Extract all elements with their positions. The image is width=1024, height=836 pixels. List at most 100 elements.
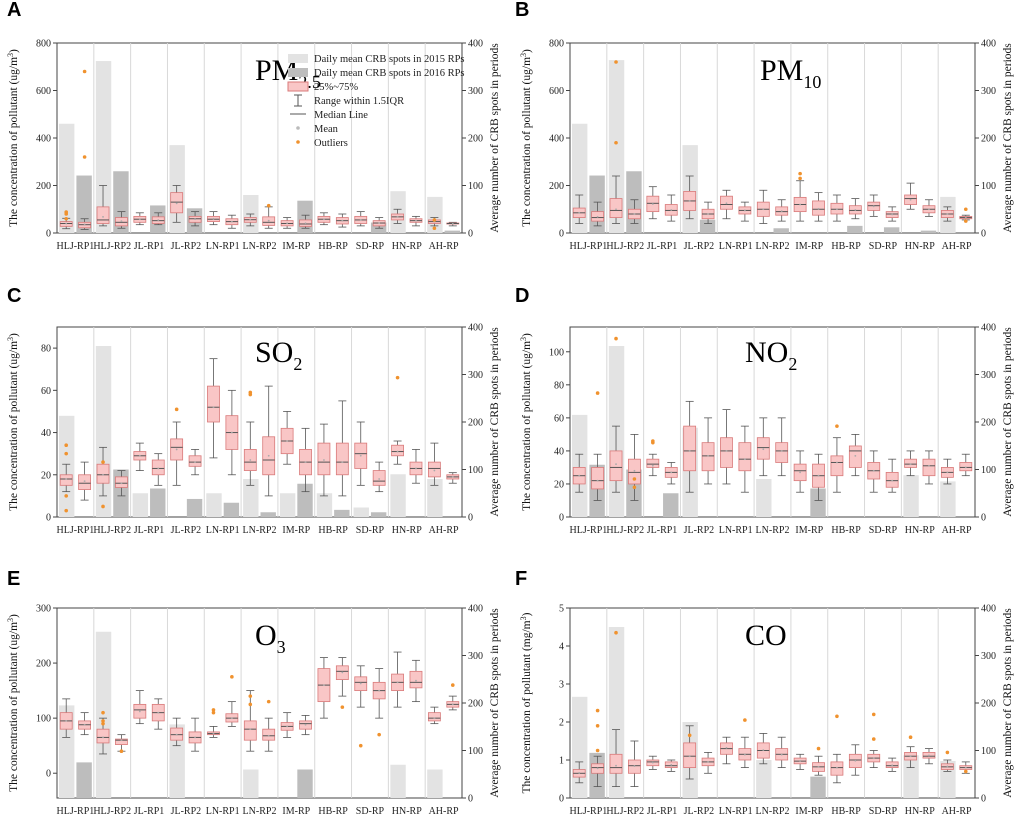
right-axis-label: Average number of CRB spots in periods [1002,327,1014,517]
mean-marker [194,218,196,221]
mean-marker [688,755,691,758]
x-tick-label: IM-RP [282,525,310,536]
right-tick-label: 0 [468,513,473,524]
right-axis-label: Average number of CRB spots in periods [1002,608,1014,798]
mean-marker [194,736,196,739]
right-tick-label: 400 [981,39,996,50]
mean-marker [323,684,325,687]
right-tick-label: 400 [468,604,483,615]
outlier-point [798,171,802,176]
mean-marker [433,717,436,720]
bar-2016 [699,219,716,233]
box-iqr [591,467,605,490]
pollutant-title: SO2 [255,336,302,374]
x-tick-label: HLJ-RP1 [57,525,95,536]
bar-2016 [334,509,350,517]
mean-marker [212,406,215,409]
outlier-point [101,721,105,726]
mean-marker [396,450,399,453]
mean-marker [267,454,270,457]
outlier-point [266,203,271,208]
mean-marker [286,222,289,225]
legend-label: Daily mean CRB spots in 2016 RPs [314,68,465,79]
outlier-point [595,391,600,395]
panel-letter: F [515,568,527,590]
mean-marker [743,753,746,756]
box-iqr [115,738,128,745]
bar-2015 [427,196,443,233]
outlier-point [871,712,876,717]
bar-2015 [169,724,185,798]
mean-marker [83,223,86,226]
y-tick-label: 60 [554,413,564,424]
mean-marker [946,471,949,474]
x-tick-label: HN-RP [905,241,935,252]
bar-2015 [169,145,185,233]
mean-marker [102,215,104,218]
bar-2016 [223,502,240,517]
outlier-point [64,451,69,456]
mean-marker [615,463,617,466]
bar-2016 [883,227,900,233]
mean-marker [780,450,783,452]
mean-marker [909,198,912,201]
right-tick-label: 200 [468,418,483,429]
bar-2015 [572,414,588,517]
mean-marker [725,746,728,749]
x-tick-label: HLJ-RP2 [606,806,644,817]
legend-label: Mean [314,124,339,135]
mean-marker [341,219,344,222]
outlier-point [614,140,618,145]
x-tick-label: IM-RP [795,525,823,536]
x-tick-label: SD-RP [869,525,898,536]
x-tick-label: LN-RP1 [719,241,753,252]
x-tick-label: JL-RP1 [134,525,165,536]
mean-marker [854,759,857,762]
right-tick-label: 300 [468,86,483,97]
x-tick-label: LN-RP2 [243,806,277,817]
panel-D: D 0 20 40 60 80 100 0 100 200 300 400 HLJ-RP1 HLJ-RP2… [515,285,1014,536]
y-tick-label: 0 [559,513,564,524]
x-tick-label: LN-RP1 [719,806,753,817]
x-tick-label: LN-RP1 [719,525,753,536]
panel-letter: E [7,568,20,590]
y-tick-label: 0 [559,229,564,240]
mean-marker [670,209,673,211]
mean-marker [359,454,362,457]
left-axis-label: The concentration of pollutant (mg/m3) [519,612,533,793]
right-tick-label: 0 [468,794,473,805]
x-tick-label: HN-RP [905,525,935,536]
bar-2016 [847,225,863,233]
outlier-point [248,694,253,698]
right-axis-label: Average number of CRB spots in periods [489,608,501,798]
mean-marker [836,766,838,769]
box-iqr [96,728,110,744]
bar-2015 [316,493,333,517]
outlier-point [211,710,216,715]
mean-marker [670,764,673,766]
outlier-point [64,210,69,214]
x-tick-label: SD-RP [356,241,385,252]
outlier-point [395,375,400,380]
y-tick-label: 20 [554,479,564,490]
outlier-point [743,718,747,722]
mean-marker [946,765,949,768]
mean-marker [707,213,709,215]
mean-marker [872,469,875,472]
mean-marker [596,767,599,770]
mean-marker [596,479,599,482]
outlier-point [119,749,124,753]
right-tick-label: 300 [468,370,483,381]
box-iqr [720,437,733,468]
mean-marker [872,205,875,208]
right-tick-label: 200 [468,699,483,710]
bar-2016 [76,762,92,798]
right-tick-label: 400 [468,39,483,50]
x-tick-label: LN-RP2 [243,241,277,252]
x-tick-label: HLJ-RP1 [570,241,608,252]
x-tick-label: HB-RP [318,525,348,536]
mean-marker [120,220,123,223]
mean-marker [872,757,875,759]
bar-2015 [243,769,259,798]
mean-marker [928,464,930,467]
